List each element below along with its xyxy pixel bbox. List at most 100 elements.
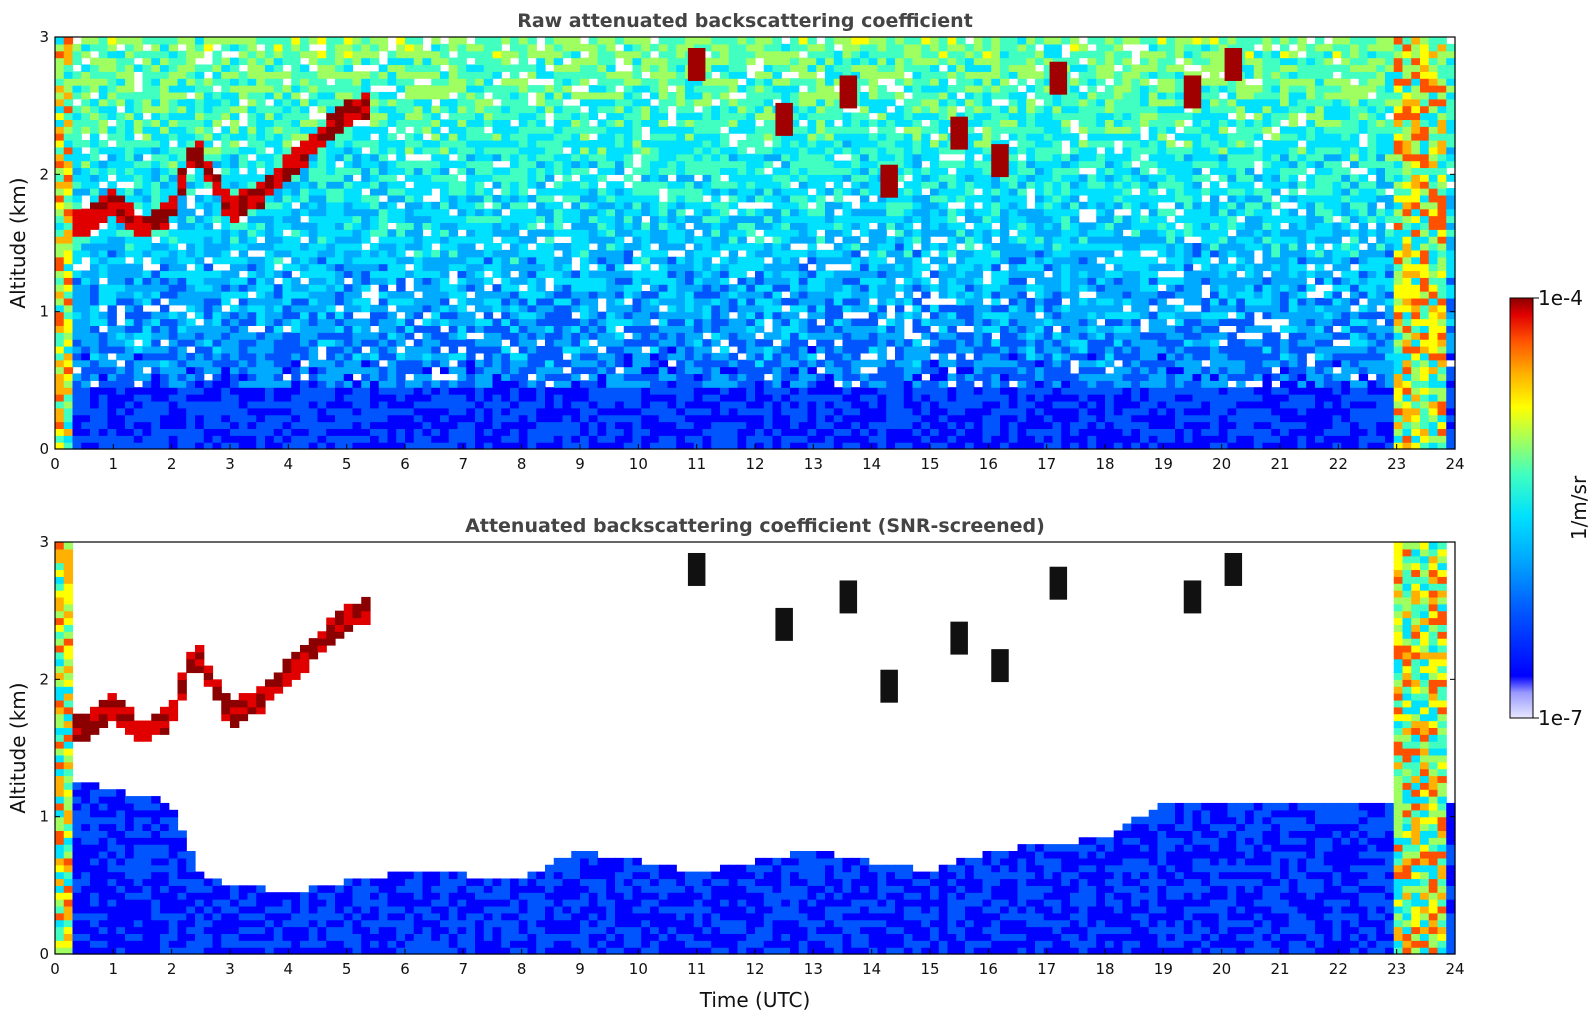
heatmap-cell (807, 407, 817, 416)
heatmap-cell (361, 181, 371, 189)
heatmap-cell (510, 435, 520, 443)
heatmap-cell (842, 407, 852, 416)
heatmap-cell (606, 332, 616, 340)
heatmap-cell (195, 181, 205, 189)
heatmap-cell (335, 435, 345, 443)
heatmap-cell (203, 359, 214, 368)
heatmap-cell (133, 263, 144, 272)
heatmap-cell (457, 194, 467, 203)
heatmap-cell (553, 277, 564, 285)
heatmap-cell (501, 188, 511, 196)
heatmap-cell (580, 414, 590, 423)
heatmap-cell (247, 346, 257, 354)
heatmap-cell (720, 140, 730, 148)
heatmap-cell (448, 146, 459, 155)
heatmap-cell (405, 346, 415, 354)
heatmap-cell (816, 387, 826, 395)
heatmap-cell (81, 160, 91, 169)
heatmap-cell (116, 407, 126, 416)
heatmap-cell (63, 167, 74, 175)
heatmap-cell (457, 43, 467, 52)
heatmap-cell (203, 400, 214, 409)
heatmap-cell (667, 435, 677, 443)
heatmap-cell (317, 339, 327, 347)
heatmap-cell (335, 243, 345, 251)
heatmap-cell (606, 57, 616, 66)
heatmap-cell (615, 181, 625, 189)
heatmap-cell (580, 366, 590, 375)
heatmap-cell (405, 442, 415, 450)
heatmap-cell (81, 153, 91, 162)
heatmap-cell (676, 98, 686, 107)
heatmap-cell (168, 387, 179, 395)
heatmap-cell (510, 332, 520, 340)
heatmap-cell (483, 263, 494, 272)
heatmap-cell (133, 407, 144, 416)
heatmap-cell (98, 284, 109, 292)
heatmap-cell (413, 339, 424, 347)
heatmap-cell (755, 126, 765, 134)
heatmap-cell (352, 37, 362, 45)
heatmap-cell (125, 387, 135, 395)
heatmap-cell (125, 291, 135, 299)
heatmap-cell (168, 71, 179, 79)
heatmap-cell (422, 380, 432, 388)
heatmap-cell (816, 140, 826, 148)
heatmap-cell (457, 270, 467, 278)
heatmap-cell (816, 442, 826, 450)
heatmap-cell (151, 243, 161, 251)
heatmap-cell (545, 263, 555, 272)
heatmap-cell (326, 400, 336, 409)
heatmap-cell (387, 105, 397, 114)
heatmap-cell (405, 201, 415, 210)
heatmap-cell (650, 181, 660, 189)
heatmap-cell (98, 91, 109, 100)
heatmap-cell (361, 85, 371, 93)
heatmap-cell (492, 318, 502, 326)
heatmap-cell (326, 421, 336, 429)
heatmap-cell (755, 263, 765, 272)
heatmap-cell (702, 318, 712, 326)
heatmap-cell (168, 50, 179, 59)
heatmap-cell (326, 43, 336, 52)
heatmap-cell (772, 201, 782, 210)
heatmap-cell (291, 373, 301, 381)
heatmap-cell (667, 442, 677, 450)
heatmap-cell (475, 57, 485, 66)
heatmap-cell (107, 229, 117, 237)
heatmap-cell (282, 277, 292, 285)
heatmap-cell (755, 414, 765, 423)
heatmap-cell (282, 119, 292, 127)
heatmap-cell (483, 105, 494, 114)
heatmap-cell (641, 98, 651, 107)
heatmap-cell (431, 43, 441, 52)
heatmap-cell (81, 91, 91, 100)
heatmap-cell (448, 85, 459, 93)
heatmap-cell (553, 91, 564, 100)
heatmap-cell (238, 325, 249, 333)
heatmap-cell (291, 174, 301, 182)
heatmap-cell (177, 442, 187, 450)
heatmap-cell (326, 188, 336, 196)
heatmap-cell (676, 229, 686, 237)
heatmap-cell (352, 421, 362, 429)
heatmap-cell (326, 105, 336, 114)
heatmap-cell (151, 188, 161, 196)
heatmap-cell (273, 215, 284, 223)
heatmap-cell (90, 181, 100, 189)
heatmap-cell (702, 222, 712, 230)
heatmap-cell (273, 249, 284, 258)
heatmap-cell (308, 359, 319, 368)
heatmap-cell (55, 332, 65, 340)
heatmap-cell (466, 140, 476, 148)
heatmap-cell (545, 37, 555, 45)
heatmap-cell (693, 181, 704, 189)
heatmap-cell (483, 407, 494, 416)
heatmap-cell (90, 284, 100, 292)
heatmap-cell (282, 249, 292, 258)
heatmap-cell (772, 387, 782, 395)
heatmap-cell (545, 98, 555, 107)
heatmap-cell (597, 380, 607, 388)
heatmap-cell (501, 194, 511, 203)
heatmap-cell (177, 380, 187, 388)
